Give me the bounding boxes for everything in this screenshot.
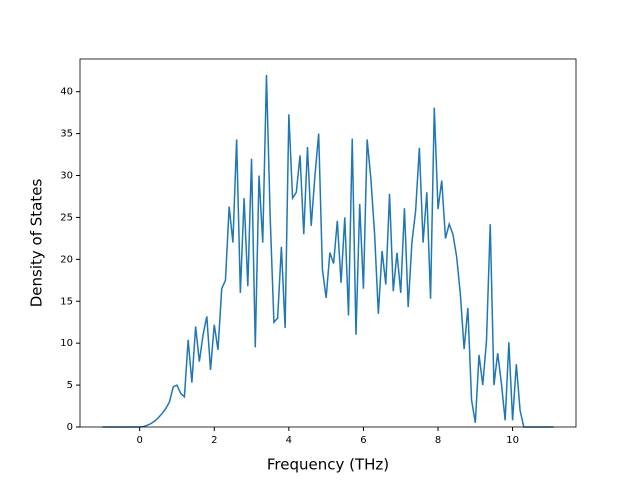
x-tick-label: 10	[506, 435, 519, 446]
y-tick-label: 10	[60, 338, 73, 349]
x-axis-label: Frequency (THz)	[267, 456, 389, 474]
x-tick-label: 2	[211, 435, 217, 446]
y-tick-label: 5	[67, 380, 73, 391]
x-tick-label: 0	[136, 435, 142, 446]
y-tick-label: 25	[60, 212, 73, 223]
y-tick-label: 0	[67, 422, 73, 433]
line-series	[102, 74, 554, 428]
y-tick-label: 15	[60, 296, 73, 307]
y-tick-label: 40	[60, 87, 73, 98]
x-tick-label: 6	[360, 435, 366, 446]
plot-frame	[79, 58, 577, 428]
x-tick-label: 4	[286, 435, 292, 446]
y-axis-label: Density of States	[28, 179, 46, 308]
y-tick-label: 30	[60, 171, 73, 182]
y-tick-label: 35	[60, 129, 73, 140]
x-tick-label: 8	[435, 435, 441, 446]
y-tick-label: 20	[60, 254, 73, 265]
